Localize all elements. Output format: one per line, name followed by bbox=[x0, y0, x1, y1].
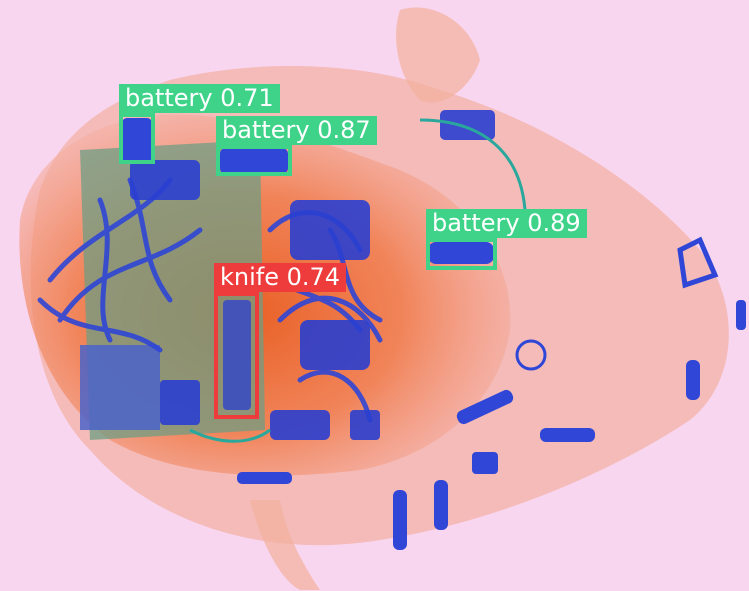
detection-label-battery-1: battery 0.71 bbox=[119, 84, 280, 113]
detection-label-battery-2: battery 0.87 bbox=[216, 116, 377, 145]
detection-box-battery-2: battery 0.87 bbox=[216, 116, 377, 176]
detection-label-battery-3: battery 0.89 bbox=[426, 209, 587, 238]
detection-box-knife-1: knife 0.74 bbox=[214, 263, 347, 419]
detection-box-battery-3: battery 0.89 bbox=[426, 209, 587, 270]
detection-label-knife-1: knife 0.74 bbox=[214, 263, 347, 292]
detection-box-battery-1: battery 0.71 bbox=[119, 84, 280, 164]
